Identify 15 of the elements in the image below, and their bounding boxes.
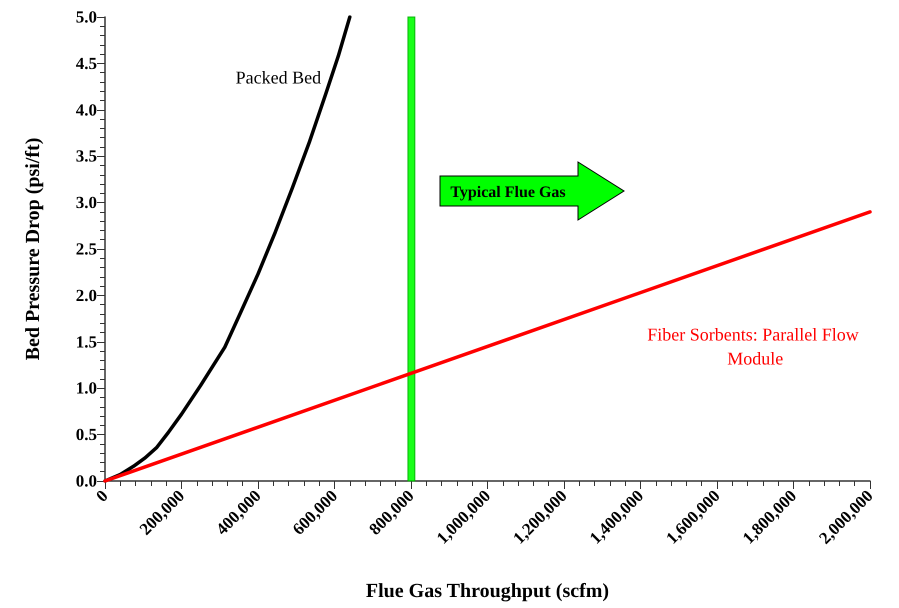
y-tick-label: 4.0 <box>76 100 97 120</box>
y-tick-label: 3.5 <box>76 146 97 166</box>
y-tick-label: 0.5 <box>76 425 97 444</box>
y-tick-label: 4.5 <box>76 54 97 73</box>
y-tick-label: 2.0 <box>76 286 97 305</box>
y-axis-title: Bed Pressure Drop (psi/ft) <box>22 138 44 360</box>
annotation: Typical Flue Gas <box>450 184 566 201</box>
y-tick-label: 1.0 <box>76 378 97 398</box>
y-tick-label: 1.5 <box>76 332 97 352</box>
y-tick-label: 5.0 <box>76 8 97 26</box>
x-axis-title: Flue Gas Throughput (scfm) <box>366 580 610 602</box>
series-label: Packed Bed <box>236 67 322 88</box>
y-tick-label: 3.0 <box>76 193 97 212</box>
y-tick-label: 2.5 <box>76 240 97 258</box>
series-label: Fiber Sorbents: Parallel Flow Module <box>647 324 864 368</box>
